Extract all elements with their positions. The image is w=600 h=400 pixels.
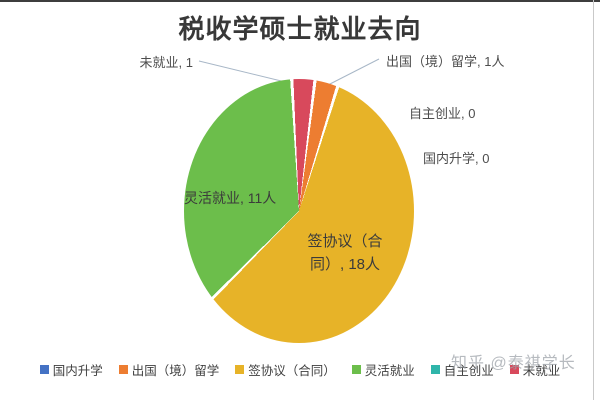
right-border-line bbox=[593, 0, 594, 400]
legend-item-wei-jiuye: 未就业 bbox=[509, 360, 561, 379]
legend-item-linghuo-jiuye: 灵活就业 bbox=[351, 360, 415, 379]
data-label-guonei-shengxue: 国内升学, 0 bbox=[423, 151, 490, 166]
legend-swatch bbox=[39, 364, 49, 374]
leader-line-chuguo bbox=[327, 58, 380, 86]
data-label-zizhu-chuangye: 自主创业, 0 bbox=[409, 106, 476, 121]
legend-label: 自主创业 bbox=[443, 363, 494, 378]
legend-swatch bbox=[430, 364, 440, 374]
legend-item-zizhu-chuangye: 自主创业 bbox=[430, 360, 494, 379]
top-border-line bbox=[0, 0, 600, 2]
pie bbox=[184, 79, 414, 343]
legend-item-guonei-shengxue: 国内升学 bbox=[39, 360, 103, 379]
chart-title: 税收学硕士就业去向 bbox=[178, 15, 422, 44]
data-label-chuguo-liuxue: 出国（境）留学, 1人 bbox=[386, 54, 505, 69]
legend-swatch bbox=[235, 364, 245, 374]
legend-swatch bbox=[509, 364, 519, 374]
legend-label: 未就业 bbox=[522, 363, 561, 378]
data-label-linghuo-jiuye: 灵活就业, 11人 bbox=[184, 190, 277, 206]
legend-swatch bbox=[118, 364, 128, 374]
legend-label: 国内升学 bbox=[52, 363, 103, 378]
legend-item-chuguo-liuxue: 出国（境）留学 bbox=[118, 360, 220, 379]
legend-swatch bbox=[351, 364, 361, 374]
legend-label: 签协议（合同） bbox=[248, 363, 336, 378]
watermark: 知乎 @泰祺学长 bbox=[451, 355, 576, 372]
data-label-weijiuye: 未就业, 1 bbox=[139, 55, 193, 70]
legend-item-qian-xieyi: 签协议（合同） bbox=[235, 360, 336, 379]
legend-label: 灵活就业 bbox=[364, 363, 415, 378]
legend-label: 出国（境）留学 bbox=[131, 363, 220, 378]
legend: 国内升学 出国（境）留学 签协议（合同） 灵活就业 自主创业 未就业 bbox=[0, 360, 600, 378]
data-label-qian-xieyi: 签协议（合同）, 18人 bbox=[307, 233, 383, 274]
